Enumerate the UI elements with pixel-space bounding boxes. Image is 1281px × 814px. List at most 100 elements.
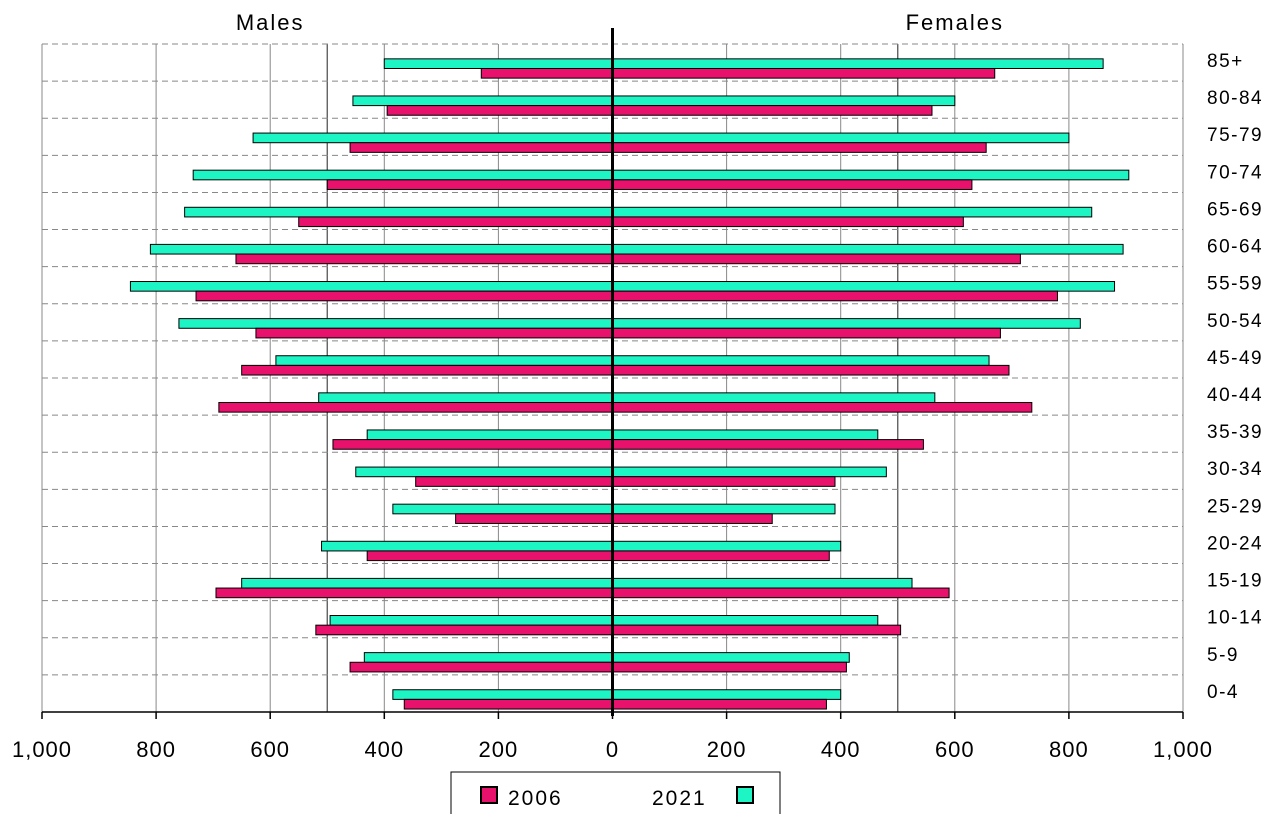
category-label: 75-79	[1207, 125, 1263, 146]
x-tick-label: 1,000	[1153, 737, 1213, 762]
bar-2006-females-70-74	[612, 179, 973, 190]
x-tick-label: 800	[1049, 737, 1089, 762]
bar-2006-males-70-74	[326, 179, 613, 190]
bar-2006-females-35-39	[612, 439, 924, 450]
bar-2021-males-55-59	[129, 281, 614, 292]
bar-2006-males-50-54	[255, 327, 613, 339]
bar-2006-females-85+	[612, 67, 996, 79]
bar-2006-females-50-54	[612, 327, 1001, 339]
bar-2006-males-60-64	[235, 253, 613, 265]
bar-2006-males-65-69	[298, 216, 613, 228]
bar-2021-males-0-4	[392, 689, 614, 700]
females-label: Females	[906, 10, 1004, 35]
x-tick-label: 400	[821, 737, 861, 762]
category-label: 80-84	[1207, 88, 1263, 109]
bar-2021-males-65-69	[184, 206, 613, 218]
bar-2021-females-65-69	[612, 206, 1093, 218]
bar-2021-males-40-44	[318, 392, 613, 403]
bar-2006-males-85+	[480, 67, 613, 79]
category-label: 25-29	[1207, 496, 1263, 517]
bar-2006-females-20-24	[612, 550, 830, 562]
bar-2021-males-80-84	[352, 95, 613, 107]
bar-2021-females-70-74	[612, 169, 1130, 181]
category-label: 35-39	[1207, 422, 1263, 443]
bar-2006-females-30-34	[612, 476, 836, 487]
category-label: 30-34	[1207, 459, 1263, 480]
bar-2006-males-15-19	[215, 587, 613, 599]
bar-2021-females-50-54	[612, 318, 1081, 329]
bar-2006-females-10-14	[612, 624, 902, 636]
bar-2021-males-60-64	[149, 243, 614, 255]
bar-2006-females-55-59	[612, 290, 1058, 302]
bar-2021-females-60-64	[612, 243, 1124, 255]
bar-2021-males-10-14	[329, 615, 613, 626]
bar-2006-males-30-34	[415, 476, 613, 487]
bar-2006-males-75-79	[349, 142, 613, 153]
legend-swatch-2021	[736, 786, 754, 804]
bar-2006-females-45-49	[612, 364, 1010, 376]
bar-2021-females-25-29	[612, 503, 836, 515]
legend-swatch-2006	[480, 786, 498, 804]
bar-2021-females-15-19	[612, 577, 913, 589]
bar-2006-males-35-39	[332, 439, 613, 450]
bar-2006-males-25-29	[455, 513, 613, 524]
bar-2021-males-35-39	[366, 429, 613, 441]
bar-2021-females-5-9	[612, 652, 850, 663]
bar-2021-females-85+	[612, 58, 1104, 69]
bar-2006-females-25-29	[612, 513, 773, 524]
category-label: 0-4	[1207, 682, 1239, 703]
category-label: 45-49	[1207, 348, 1263, 369]
bar-2021-males-70-74	[192, 169, 613, 181]
bar-2021-females-40-44	[612, 392, 936, 403]
bar-2006-males-5-9	[349, 661, 613, 673]
category-label: 5-9	[1207, 645, 1239, 666]
bar-2006-males-45-49	[241, 364, 614, 376]
x-tick-label: 200	[479, 737, 519, 762]
category-label: 40-44	[1207, 385, 1263, 406]
x-tick-label: 0	[606, 737, 619, 762]
bar-2006-males-20-24	[366, 550, 613, 562]
bar-2021-males-15-19	[241, 577, 614, 589]
category-label: 60-64	[1207, 237, 1263, 258]
x-tick-label: 200	[707, 737, 747, 762]
bar-2021-females-80-84	[612, 95, 956, 107]
bar-2006-females-5-9	[612, 661, 847, 673]
legend-label-2006: 2006	[508, 787, 563, 810]
bar-2021-males-5-9	[363, 652, 613, 663]
bar-2006-females-15-19	[612, 587, 950, 599]
bar-2021-males-20-24	[321, 540, 613, 552]
bar-2006-females-40-44	[612, 401, 1033, 413]
category-label: 15-19	[1207, 571, 1263, 592]
bar-2021-females-20-24	[612, 540, 842, 552]
bar-2021-males-85+	[383, 58, 613, 69]
category-label: 85+	[1207, 51, 1244, 72]
bar-2006-males-10-14	[315, 624, 613, 636]
bar-2006-females-75-79	[612, 142, 987, 153]
x-tick-label: 800	[136, 737, 176, 762]
males-label: Males	[236, 10, 305, 35]
bar-2006-females-65-69	[612, 216, 964, 228]
bar-2021-females-45-49	[612, 355, 990, 366]
bar-2021-females-75-79	[612, 132, 1070, 144]
legend-box	[450, 771, 781, 814]
bar-2006-males-55-59	[195, 290, 613, 302]
bar-2021-males-25-29	[392, 503, 614, 515]
category-label: 10-14	[1207, 608, 1263, 629]
category-label: 70-74	[1207, 162, 1263, 183]
bar-2006-females-60-64	[612, 253, 1021, 265]
bar-2021-males-30-34	[355, 466, 613, 478]
bar-2021-males-75-79	[252, 132, 614, 144]
x-tick-label: 400	[364, 737, 404, 762]
bar-2006-males-40-44	[218, 401, 613, 413]
bar-2021-females-30-34	[612, 466, 887, 478]
category-label: 65-69	[1207, 199, 1263, 220]
legend-label-2021: 2021	[652, 787, 707, 810]
bar-2006-males-0-4	[403, 698, 613, 710]
bar-2021-females-10-14	[612, 615, 879, 626]
x-tick-label: 600	[935, 737, 975, 762]
category-label: 20-24	[1207, 533, 1263, 554]
bar-2021-males-50-54	[178, 318, 613, 329]
category-label: 55-59	[1207, 274, 1263, 295]
